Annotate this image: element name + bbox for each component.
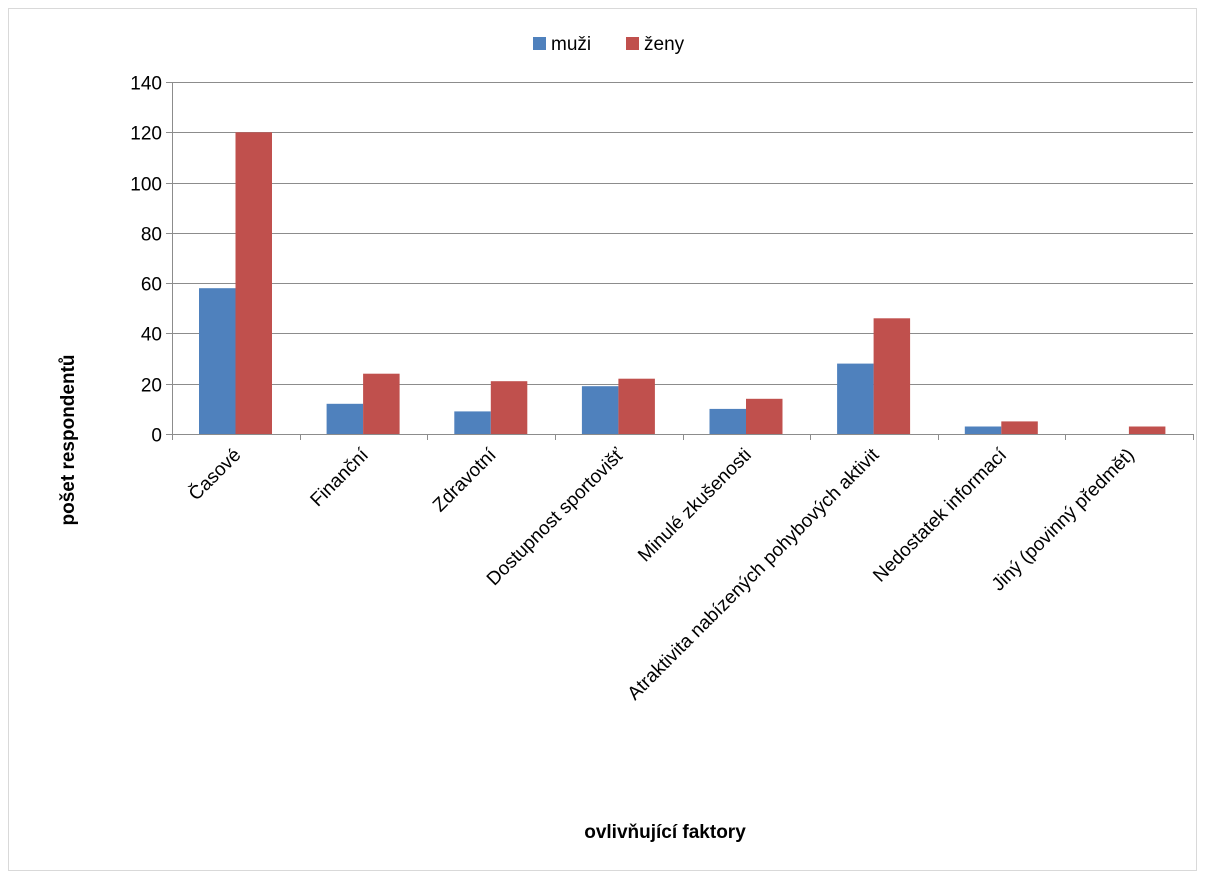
- legend-label-zeny: ženy: [644, 34, 685, 55]
- y-axis-title: pošet respondentů: [58, 354, 79, 525]
- legend-swatch-zeny: [626, 37, 639, 50]
- y-tick-label: 20: [141, 376, 162, 397]
- bar-muzi: [199, 288, 236, 434]
- chart-frame: [8, 8, 1197, 871]
- bar-muzi: [964, 426, 1002, 434]
- bars: [199, 132, 1166, 435]
- y-tick-label: 0: [151, 426, 162, 447]
- x-category-label: Dostupnost sportovišť: [483, 444, 629, 590]
- x-category-label: Minulé zkušenosti: [634, 445, 756, 567]
- bar-zeny: [746, 398, 783, 434]
- bar-zeny: [490, 381, 528, 434]
- y-tick-label: 80: [141, 225, 162, 246]
- bar-muzi: [581, 386, 619, 434]
- x-category-label: Jiný (povinný předmět): [988, 445, 1139, 596]
- bar-muzi: [454, 411, 491, 434]
- bar-zeny: [873, 318, 911, 434]
- legend: muži ženy: [533, 34, 685, 55]
- bar-zeny: [618, 378, 655, 434]
- legend-swatch-muzi: [533, 37, 546, 50]
- bar-muzi: [709, 408, 746, 434]
- x-category-label: Finanční: [307, 444, 374, 511]
- x-category-label: Časové: [184, 444, 245, 505]
- bar-zeny: [1001, 421, 1038, 434]
- y-tick-label: 100: [130, 175, 162, 196]
- y-tick-label: 140: [130, 74, 162, 95]
- y-tick-label: 60: [141, 275, 162, 296]
- x-category-label: Atraktivita nabízených pohybových aktivi…: [624, 444, 884, 704]
- y-tick-label: 40: [141, 325, 162, 346]
- bar-muzi: [837, 363, 874, 434]
- x-category-label: Zdravotní: [429, 444, 501, 516]
- bar-zeny: [363, 373, 400, 434]
- y-axis-ticks: 0 20 40 60 80 100 120 140: [130, 74, 172, 447]
- axes: [172, 82, 1194, 440]
- y-tick-label: 120: [130, 124, 162, 145]
- x-axis-title: ovlivňující faktory: [584, 822, 746, 843]
- bar-zeny: [1128, 426, 1166, 434]
- gridlines: [172, 82, 1193, 385]
- bar-zeny: [235, 132, 272, 435]
- x-category-label: Nedostatek informací: [869, 444, 1011, 586]
- bar-muzi: [326, 403, 364, 434]
- legend-label-muzi: muži: [551, 34, 591, 55]
